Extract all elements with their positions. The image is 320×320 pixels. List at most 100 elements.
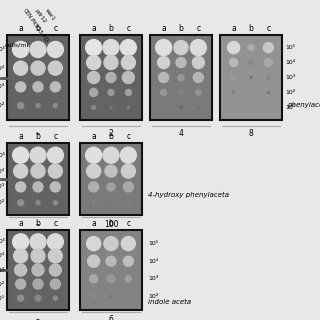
Bar [7,35,69,120]
Text: b: b [108,24,113,33]
Circle shape [53,104,57,108]
Circle shape [161,90,167,95]
Text: 10²: 10² [148,294,158,299]
Circle shape [18,295,24,301]
Text: a: a [91,132,96,141]
Circle shape [87,56,100,69]
Circle shape [127,295,129,297]
Text: –: – [36,220,40,229]
Text: 10²: 10² [0,282,5,287]
Circle shape [16,82,26,92]
Circle shape [47,147,63,163]
Bar [80,230,142,310]
Text: 10⁴: 10⁴ [0,169,5,173]
Text: c: c [266,24,270,33]
Text: b: b [108,219,113,228]
Text: b: b [179,24,183,33]
Circle shape [197,107,199,108]
Circle shape [266,76,270,79]
Circle shape [50,182,60,192]
Circle shape [93,202,95,204]
Text: a: a [18,132,23,141]
Text: CEN.PK113-7D: CEN.PK113-7D [22,8,49,44]
Circle shape [86,147,102,163]
Circle shape [108,90,114,95]
Circle shape [125,90,132,95]
Text: c: c [53,132,57,141]
Circle shape [90,275,98,283]
Circle shape [92,105,96,109]
Circle shape [88,255,100,267]
Text: c: c [53,219,57,228]
Circle shape [103,40,119,56]
Circle shape [50,279,60,289]
Circle shape [47,42,63,58]
Circle shape [13,42,29,58]
Circle shape [16,182,26,192]
Circle shape [121,164,135,178]
Circle shape [176,58,186,68]
Bar [7,230,69,310]
Bar [7,143,69,215]
Circle shape [32,264,44,276]
Circle shape [105,165,117,177]
Text: 8: 8 [249,129,253,138]
Circle shape [124,256,133,266]
Circle shape [87,164,100,178]
Circle shape [31,249,45,263]
Circle shape [14,249,28,263]
Circle shape [104,236,118,251]
Circle shape [192,57,204,68]
Text: 4-hydroxy phenylaceta: 4-hydroxy phenylaceta [148,192,229,198]
Circle shape [174,41,188,55]
Circle shape [103,147,119,163]
Bar [150,35,212,120]
Text: b: b [36,24,40,33]
Text: 10³: 10³ [285,75,295,80]
Text: 10¹: 10¹ [285,105,295,110]
Text: a: a [91,219,96,228]
Bar [220,35,282,120]
Circle shape [110,107,112,108]
Text: c: c [126,24,131,33]
Text: c: c [126,132,131,141]
Circle shape [87,236,100,251]
Circle shape [180,107,182,108]
Text: c: c [196,24,200,33]
Circle shape [110,202,112,204]
Text: a: a [18,24,23,33]
Text: 10³: 10³ [0,184,5,189]
Text: 100: 100 [104,220,118,229]
Circle shape [120,40,136,56]
Circle shape [31,61,45,75]
Text: 10⁵: 10⁵ [0,153,5,158]
Circle shape [30,42,46,58]
Text: a: a [18,219,23,228]
Circle shape [53,296,57,300]
Circle shape [127,107,129,108]
Circle shape [127,202,129,204]
Circle shape [190,40,206,56]
Circle shape [107,183,115,191]
Text: cells/ml: cells/ml [5,43,29,47]
Text: 10⁵: 10⁵ [0,47,5,52]
Circle shape [30,147,46,163]
Circle shape [16,279,26,289]
Circle shape [248,44,254,51]
Text: b: b [249,24,253,33]
Text: a: a [161,24,166,33]
Text: 10⁴: 10⁴ [148,259,158,264]
Circle shape [106,256,116,266]
Circle shape [156,40,172,56]
Circle shape [228,42,240,53]
Circle shape [264,59,272,67]
Text: –: – [36,315,40,320]
Text: a: a [91,24,96,33]
Text: –: – [36,129,40,138]
Text: b: b [36,132,40,141]
Circle shape [33,279,43,289]
Circle shape [30,234,46,250]
Text: 10³: 10³ [148,276,158,281]
Text: b: b [36,219,40,228]
Circle shape [122,71,134,84]
